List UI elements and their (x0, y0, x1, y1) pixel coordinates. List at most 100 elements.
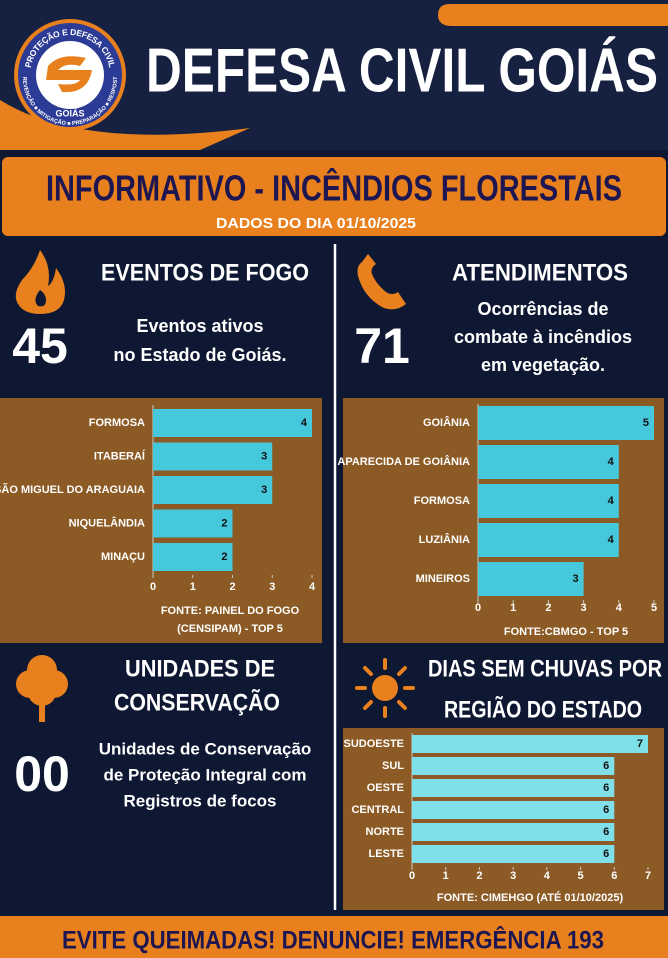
section-text: de Proteção Integral com (103, 765, 306, 784)
tree-icon (16, 655, 68, 722)
bar (412, 801, 615, 819)
logo-state: GOIÁS (55, 108, 84, 118)
bar (478, 484, 619, 518)
category-label: CENTRAL (351, 804, 404, 816)
phone-icon (357, 254, 406, 310)
category-label: APARECIDA DE GOIÂNIA (337, 455, 470, 468)
value-label: 4 (608, 495, 615, 507)
section-title: REGIÃO DO ESTADO (444, 695, 642, 723)
chart-source: (CENSIPAM) - TOP 5 (177, 623, 283, 635)
section-text: Eventos ativos (136, 316, 263, 336)
big-number: 00 (14, 746, 70, 802)
x-tick-label: 5 (578, 870, 584, 882)
category-label: SUL (382, 760, 404, 772)
bar (153, 409, 312, 437)
section-text: combate à incêndios (454, 327, 632, 347)
section-title: UNIDADES DE (125, 655, 275, 682)
section-text: no Estado de Goiás. (113, 345, 286, 365)
category-label: MINEIROS (416, 573, 470, 585)
page-title: DEFESA CIVIL GOIÁS (146, 36, 658, 105)
category-label: GOIÂNIA (423, 416, 470, 429)
value-label: 6 (603, 804, 609, 816)
x-tick-label: 4 (616, 602, 623, 614)
category-label: LESTE (369, 848, 404, 860)
category-label: OESTE (367, 782, 404, 794)
section-text: Ocorrências de (477, 299, 608, 319)
bar (412, 845, 615, 863)
value-label: 6 (603, 760, 609, 772)
category-label: SUDOESTE (343, 738, 404, 750)
bar (153, 442, 273, 471)
section-title: CONSERVAÇÃO (114, 688, 280, 716)
header-swoosh (0, 100, 250, 150)
bar (412, 735, 648, 753)
x-tick-label: 0 (409, 870, 415, 882)
value-label: 6 (603, 782, 609, 794)
category-label: NORTE (366, 826, 405, 838)
bar (153, 509, 233, 538)
section-text: Registros de focos (123, 791, 276, 810)
bar (478, 523, 619, 557)
section-title: EVENTOS DE FOGO (101, 259, 309, 286)
bar (412, 823, 615, 841)
x-tick-label: 4 (544, 870, 551, 882)
category-label: LUZIÂNIA (419, 533, 470, 546)
bar (412, 757, 615, 775)
category-label: FORMOSA (414, 495, 470, 507)
fire-icon (15, 250, 65, 314)
section-title: ATENDIMENTOS (452, 259, 628, 286)
x-tick-label: 1 (443, 870, 449, 882)
x-tick-label: 1 (510, 602, 516, 614)
value-label: 6 (603, 848, 609, 860)
footer-text: EVITE QUEIMADAS! DENUNCIE! EMERGÊNCIA 19… (62, 925, 604, 955)
x-tick-label: 2 (545, 602, 551, 614)
category-label: SÃO MIGUEL DO ARAGUAIA (0, 483, 145, 496)
x-tick-label: 4 (309, 581, 316, 593)
bar (412, 779, 615, 797)
value-label: 4 (608, 456, 615, 468)
big-number: 45 (12, 318, 68, 374)
header-accent (438, 4, 668, 26)
section-text: em vegetação. (481, 355, 605, 375)
bar (478, 406, 654, 440)
banner-bg (2, 157, 666, 236)
chart-source: FONTE: CIMEHGO (ATÉ 01/10/2025) (437, 891, 624, 904)
x-tick-label: 7 (645, 870, 651, 882)
chart-source: FONTE:CBMGO - TOP 5 (504, 626, 628, 638)
value-label: 4 (608, 534, 615, 546)
value-label: 3 (261, 450, 267, 462)
category-label: MINAÇU (101, 551, 145, 563)
x-tick-label: 1 (190, 581, 196, 593)
value-label: 3 (261, 484, 267, 496)
sun-icon (355, 658, 415, 718)
value-label: 5 (643, 417, 649, 429)
value-label: 4 (301, 417, 308, 429)
big-number: 71 (354, 318, 410, 374)
value-label: 6 (603, 826, 609, 838)
banner-date: DADOS DO DIA 01/10/2025 (216, 215, 416, 232)
footer-bg (0, 916, 668, 958)
x-tick-label: 5 (651, 602, 657, 614)
x-tick-label: 3 (510, 870, 516, 882)
category-label: ITABERAÍ (94, 449, 146, 462)
value-label: 7 (637, 738, 643, 750)
bar (478, 445, 619, 479)
bar (153, 543, 233, 571)
x-tick-label: 0 (475, 602, 481, 614)
x-tick-label: 2 (476, 870, 482, 882)
bar (153, 476, 273, 504)
category-label: NIQUELÂNDIA (69, 516, 145, 529)
section-title: DIAS SEM CHUVAS POR (428, 655, 662, 682)
x-tick-label: 0 (150, 581, 156, 593)
bar (478, 562, 584, 596)
banner-title: INFORMATIVO - INCÊNDIOS FLORESTAIS (46, 167, 622, 209)
x-tick-label: 2 (229, 581, 235, 593)
section-text: Unidades de Conservação (99, 739, 312, 758)
x-tick-label: 6 (611, 870, 617, 882)
value-label: 3 (572, 573, 578, 585)
chart-source: FONTE: PAINEL DO FOGO (161, 605, 300, 617)
logo-mark (46, 56, 92, 93)
x-tick-label: 3 (269, 581, 275, 593)
x-tick-label: 3 (581, 602, 587, 614)
